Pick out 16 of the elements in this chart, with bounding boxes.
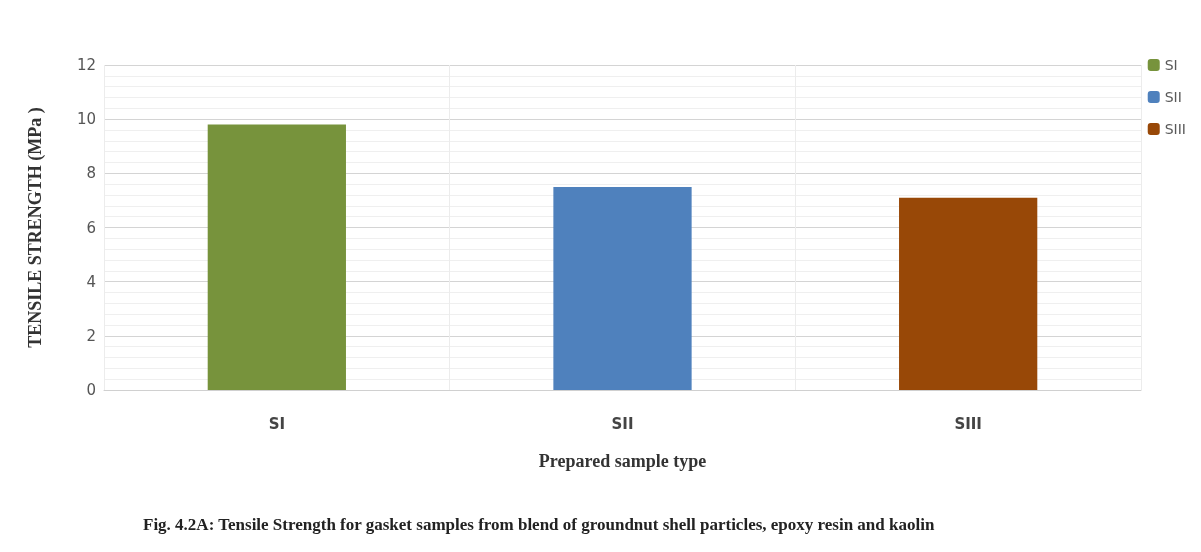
y-axis-title: TENSILE STRENGTH (MPa )	[25, 107, 46, 348]
x-tick-label: SIII	[954, 414, 982, 433]
y-tick-label: 4	[86, 272, 96, 291]
x-tick-label: SI	[268, 414, 286, 433]
y-tick-label: 8	[86, 164, 96, 183]
y-tick-label: 12	[76, 56, 96, 74]
y-tick-label: 6	[86, 218, 96, 237]
legend-label: SII	[1164, 89, 1182, 105]
y-tick-label: 0	[86, 381, 96, 399]
x-tick-label: SII	[611, 414, 634, 433]
x-axis-title: Prepared sample type	[538, 451, 707, 471]
y-tick-label: 10	[76, 110, 96, 129]
legend-label: SI	[1164, 57, 1178, 73]
text: Fig. 4.2A: Tensile Strength for gasket samples from blend of groundnut shell particles, epoxy resin and kaolin	[143, 514, 935, 534]
legend-label: SIII	[1164, 121, 1187, 137]
y-tick-label: 2	[86, 326, 96, 345]
